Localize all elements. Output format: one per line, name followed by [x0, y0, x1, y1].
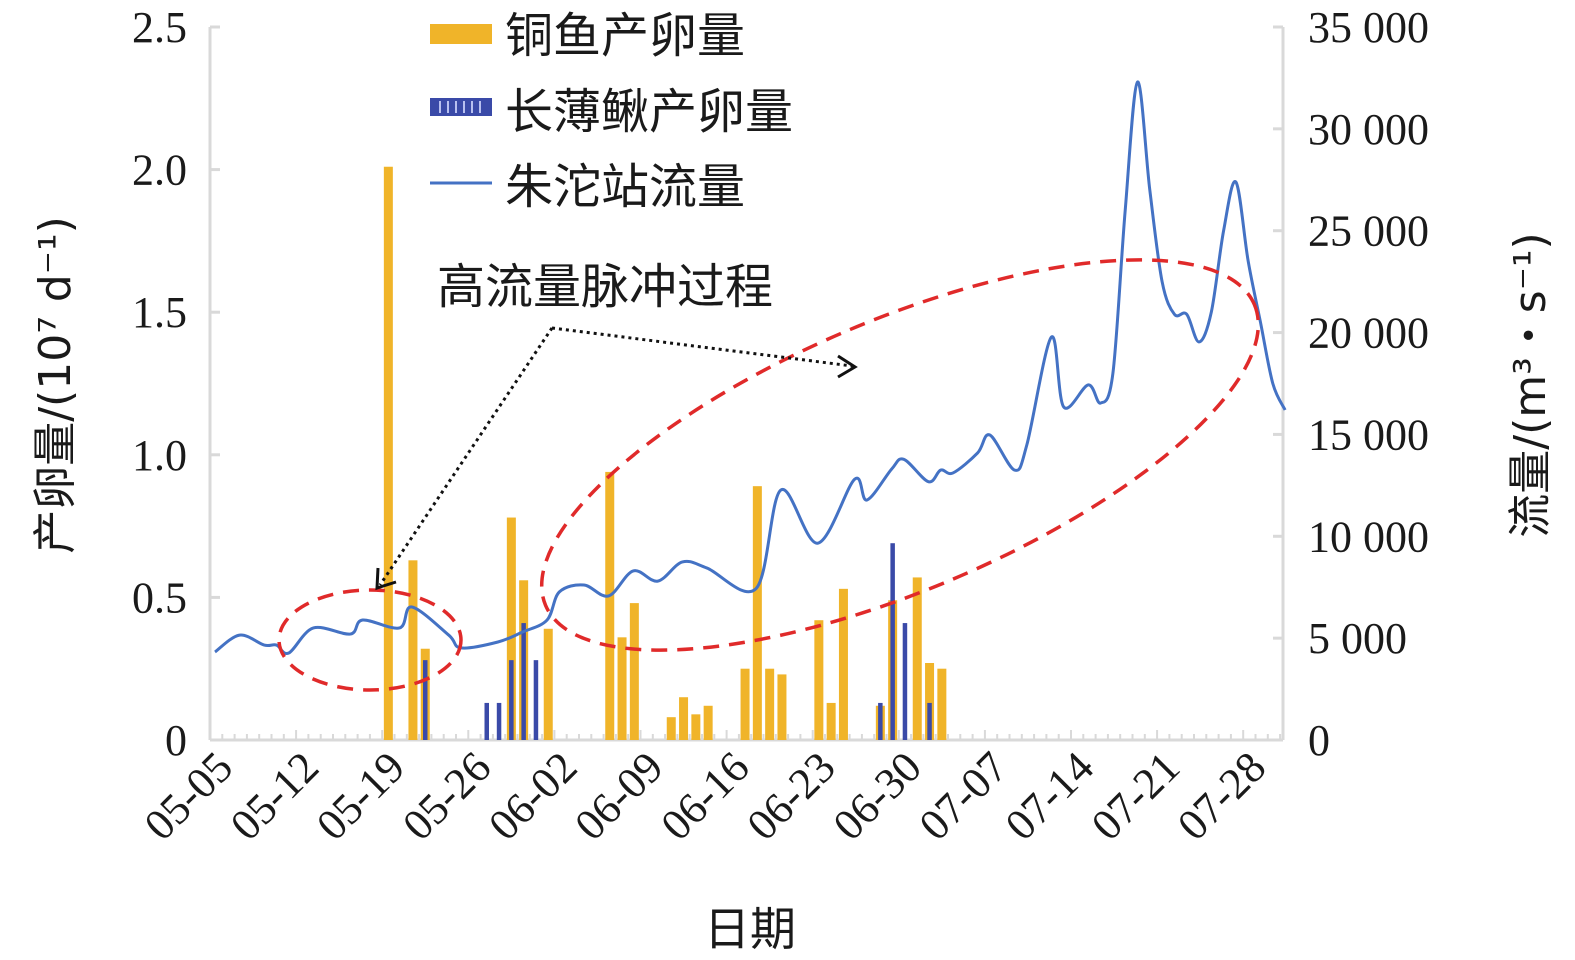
legend-label-flow: 朱沱站流量: [505, 159, 745, 215]
x-tick-label: 06-02: [479, 742, 586, 849]
x-tick-label: 05-19: [307, 742, 414, 849]
bar-changboqiu: [878, 702, 883, 740]
bar-tongyu: [814, 620, 824, 740]
x-tick-label: 06-16: [651, 742, 758, 849]
flow-line: [214, 80, 1287, 656]
bars-tongyu: [383, 166, 947, 741]
y-axis-label-right: 流量/(m³・s⁻¹): [1505, 232, 1556, 537]
x-tick-label: 07-14: [996, 742, 1103, 849]
bar-changboqiu: [423, 660, 428, 740]
bar-tongyu: [605, 471, 615, 740]
y-right-tick-label: 35 000: [1308, 3, 1429, 52]
x-tick-label: 05-05: [135, 742, 242, 849]
bar-tongyu: [679, 697, 689, 740]
bar-tongyu: [740, 668, 750, 740]
bar-tongyu: [543, 628, 553, 740]
y-right-tick-label: 20 000: [1308, 309, 1429, 358]
x-tick-label: 07-07: [910, 742, 1017, 849]
arrow-left-head: [375, 567, 397, 591]
bar-tongyu: [703, 705, 713, 740]
x-tick-label: 07-28: [1168, 742, 1275, 849]
legend-label-changboqiu: 长薄鳅产卵量: [505, 84, 793, 140]
bar-tongyu: [912, 577, 922, 740]
y-right-tick-label: 10 000: [1308, 512, 1429, 561]
bar-tongyu: [765, 668, 775, 740]
legend-swatch-tongyu: [430, 24, 492, 44]
bar-tongyu: [629, 603, 639, 740]
bar-tongyu: [925, 662, 935, 740]
bar-changboqiu: [927, 702, 932, 740]
arrow-left-line: [378, 327, 554, 586]
bar-changboqiu: [902, 623, 908, 740]
y-right-tick-label: 30 000: [1308, 105, 1429, 154]
bar-tongyu: [752, 486, 762, 740]
x-axis-label: 日期: [704, 902, 796, 956]
bar-tongyu: [838, 588, 848, 740]
bar-changboqiu: [521, 623, 526, 740]
y-left-tick-label: 1.5: [132, 288, 187, 337]
small-pulse-ellipse: [277, 588, 463, 692]
bar-tongyu: [383, 166, 393, 741]
y-left-tick-label: 0: [165, 716, 187, 765]
bar-tongyu: [937, 668, 947, 740]
arrow-right-head: [837, 354, 858, 379]
bar-changboqiu: [484, 702, 489, 740]
y-right-tick-label: 25 000: [1308, 207, 1429, 256]
y-left-tick-label: 0.5: [132, 573, 187, 622]
legend: 铜鱼产卵量 长薄鳅产卵量 朱沱站流量: [430, 8, 793, 215]
x-tick-label: 05-26: [393, 742, 500, 849]
y-axis-label-left: 产卵量/(10⁷ d⁻¹): [30, 216, 81, 554]
annotation-text: 高流量脉冲过程: [437, 259, 773, 315]
x-tick-label: 05-12: [221, 742, 328, 849]
bar-tongyu: [666, 717, 676, 740]
bar-tongyu: [777, 674, 787, 740]
legend-label-tongyu: 铜鱼产卵量: [505, 8, 745, 64]
bar-tongyu: [691, 714, 701, 740]
bar-changboqiu: [533, 660, 539, 740]
bar-tongyu: [826, 702, 836, 740]
bar-changboqiu: [509, 660, 514, 740]
legend-swatch-stripes: [439, 101, 481, 113]
bars-changboqiu: [423, 543, 932, 740]
bar-changboqiu: [496, 702, 502, 740]
x-tick-label: 06-09: [565, 742, 672, 849]
x-tick-label: 06-30: [824, 742, 931, 849]
bar-tongyu: [408, 560, 418, 740]
arrow-right-line: [551, 326, 853, 368]
x-tick-label: 07-21: [1082, 742, 1189, 849]
y-right-tick-label: 15 000: [1308, 410, 1429, 459]
bar-tongyu: [506, 517, 516, 740]
y-right-tick-label: 5 000: [1308, 614, 1407, 663]
annotation-layer: 高流量脉冲过程: [277, 258, 1261, 692]
y-right-tick-label: 0: [1308, 716, 1330, 765]
y-left-tick-label: 2.0: [132, 146, 187, 195]
bar-changboqiu: [890, 543, 895, 740]
large-pulse-ellipse: [539, 258, 1261, 652]
bar-tongyu: [617, 637, 627, 740]
y-left-tick-label: 2.5: [132, 3, 187, 52]
x-tick-label: 06-23: [738, 742, 845, 849]
legend-swatch-changboqiu: [430, 98, 492, 116]
y-left-tick-label: 1.0: [132, 431, 187, 480]
